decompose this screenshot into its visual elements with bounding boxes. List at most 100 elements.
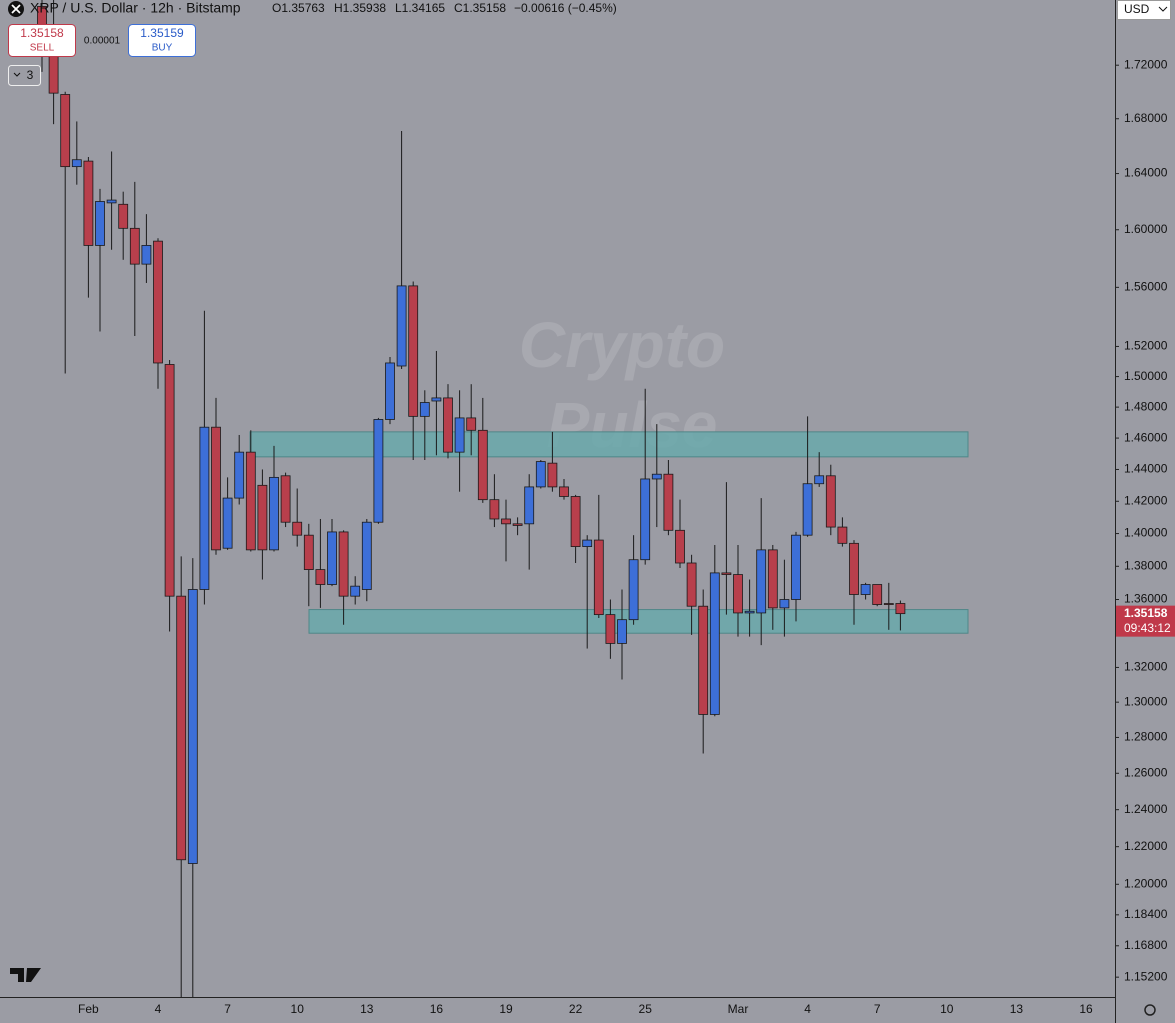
candle-body <box>767 549 778 609</box>
candle-body <box>222 497 233 549</box>
candle-body <box>106 199 117 204</box>
zone <box>308 609 969 634</box>
y-tick-label: 1.30000 <box>1124 694 1168 708</box>
candle-body <box>454 417 465 453</box>
chevron <box>1158 6 1168 12</box>
candle-body <box>756 549 767 614</box>
candle-body <box>292 521 303 536</box>
settings-icon[interactable] <box>1144 1004 1156 1016</box>
axes: 1.72000 1.68000 1.64000 1.60000 1.56000 1.520… <box>78 57 1175 1016</box>
watermark: Crypto Pulse <box>519 309 725 461</box>
candle-body <box>802 483 813 536</box>
y-tick-label: 1.28000 <box>1124 730 1168 744</box>
buy-button[interactable] <box>128 24 196 57</box>
ohlc-low: L1.34165 <box>395 1 445 15</box>
candle-body <box>350 585 361 597</box>
candle-body <box>849 542 859 595</box>
candle-body <box>675 529 685 564</box>
candle-body <box>303 534 314 570</box>
zone <box>249 431 969 458</box>
y-tick-label: 1.48000 <box>1124 399 1168 413</box>
chevron <box>13 72 21 77</box>
candle-body <box>71 159 82 168</box>
candle-body <box>628 559 639 621</box>
buy-label: BUY <box>152 43 173 54</box>
sell-label: SELL <box>30 43 55 54</box>
y-tick-label: 1.56000 <box>1124 280 1168 294</box>
y-tick-label: 1.26000 <box>1124 765 1168 779</box>
candle-body <box>396 285 407 367</box>
candle-body <box>199 426 210 590</box>
x-tick-label: 4 <box>155 1002 162 1016</box>
candle-body <box>779 599 790 609</box>
x-tick-label: 16 <box>430 1002 444 1016</box>
candle-body <box>385 362 395 420</box>
ohlc-high: H1.35938 <box>334 1 386 15</box>
logo <box>10 968 41 982</box>
candle-body <box>744 610 755 614</box>
candle-body <box>721 572 732 575</box>
y-tick-label: 1.52000 <box>1124 339 1168 353</box>
candle-body <box>895 603 906 615</box>
candle-body <box>164 364 175 597</box>
y-tick-label: 1.46000 <box>1124 430 1168 444</box>
change: −0.00616 (−0.45%) <box>514 1 617 15</box>
y-tick-label: 1.20000 <box>1124 876 1168 890</box>
y-tick-label: 1.36000 <box>1124 592 1168 606</box>
y-tick-label: 1.16800 <box>1124 938 1168 952</box>
candle-body <box>187 589 198 864</box>
candle-body <box>698 605 709 715</box>
candle-body <box>883 603 894 605</box>
y-tick-label: 1.72000 <box>1124 57 1168 71</box>
currency-button[interactable] <box>1117 0 1171 20</box>
candle-body <box>153 240 163 364</box>
y-tick-label: 1.42000 <box>1124 493 1168 507</box>
candle-body <box>269 476 279 551</box>
x-tick-label: 19 <box>499 1002 513 1016</box>
y-tick-label: 1.40000 <box>1124 526 1168 540</box>
x-tick-label: 25 <box>639 1002 653 1016</box>
candle-body <box>524 486 535 525</box>
x-tick-label: 7 <box>224 1002 231 1016</box>
x-tick-label: 16 <box>1079 1002 1093 1016</box>
y-tick-label: 1.22000 <box>1124 839 1168 853</box>
candle-body <box>327 531 337 585</box>
candle-body <box>617 619 627 644</box>
candle-body <box>338 531 349 597</box>
price-label-text: 1.35158 <box>1124 606 1168 620</box>
candle-body <box>640 478 651 561</box>
candle-body <box>373 419 384 523</box>
x-tick-label: 10 <box>291 1002 305 1016</box>
symbol: XRP / U.S. Dollar · 12h · Bitstamp <box>30 0 241 16</box>
y-tick-label: 1.32000 <box>1124 660 1168 674</box>
y-tick-label: 1.18400 <box>1124 907 1168 921</box>
y-tick-label: 1.38000 <box>1124 558 1168 572</box>
spread: 0.00001 <box>84 36 121 47</box>
indicator-toggle[interactable] <box>8 65 41 86</box>
candle-body <box>466 417 477 431</box>
candle-body <box>651 473 662 480</box>
candle-body <box>489 499 500 520</box>
candle-body <box>825 475 836 528</box>
candle-body <box>501 518 511 525</box>
candle-body <box>361 521 372 590</box>
candle-body <box>686 562 697 607</box>
x-tick-label: 10 <box>940 1002 954 1016</box>
sell-button[interactable] <box>8 24 76 57</box>
candle-body <box>512 523 523 526</box>
candle-body <box>234 451 245 499</box>
candle-body <box>176 595 187 861</box>
candle-body <box>535 461 546 488</box>
candle-body <box>477 429 488 501</box>
candle-body <box>60 94 71 168</box>
candle-body <box>257 484 268 551</box>
candle-body <box>83 160 94 246</box>
currency: USD <box>1124 2 1150 16</box>
candle-body <box>118 203 129 229</box>
x-tick-label: Feb <box>78 1002 99 1016</box>
candle-body <box>211 426 221 551</box>
candle-body <box>547 462 558 488</box>
candle-body <box>605 614 616 644</box>
